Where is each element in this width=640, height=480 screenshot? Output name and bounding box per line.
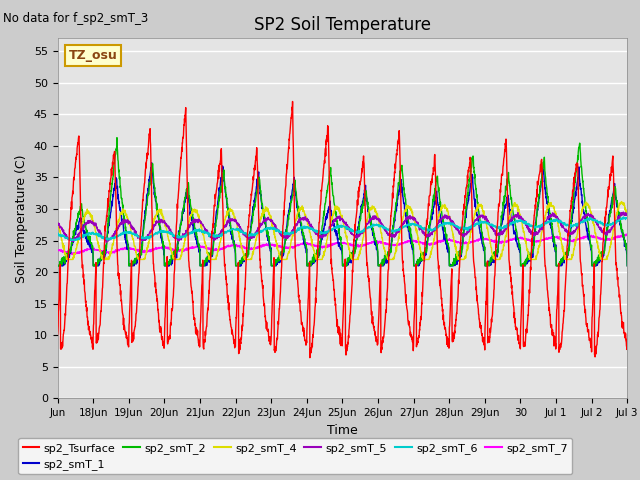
Y-axis label: Soil Temperature (C): Soil Temperature (C) (15, 154, 28, 283)
X-axis label: Time: Time (327, 424, 358, 437)
Text: No data for f_sp2_smT_3: No data for f_sp2_smT_3 (3, 12, 148, 25)
Text: TZ_osu: TZ_osu (69, 49, 118, 62)
Title: SP2 Soil Temperature: SP2 Soil Temperature (254, 16, 431, 34)
Legend: sp2_Tsurface, sp2_smT_1, sp2_smT_2, sp2_smT_4, sp2_smT_5, sp2_smT_6, sp2_smT_7: sp2_Tsurface, sp2_smT_1, sp2_smT_2, sp2_… (19, 438, 572, 474)
